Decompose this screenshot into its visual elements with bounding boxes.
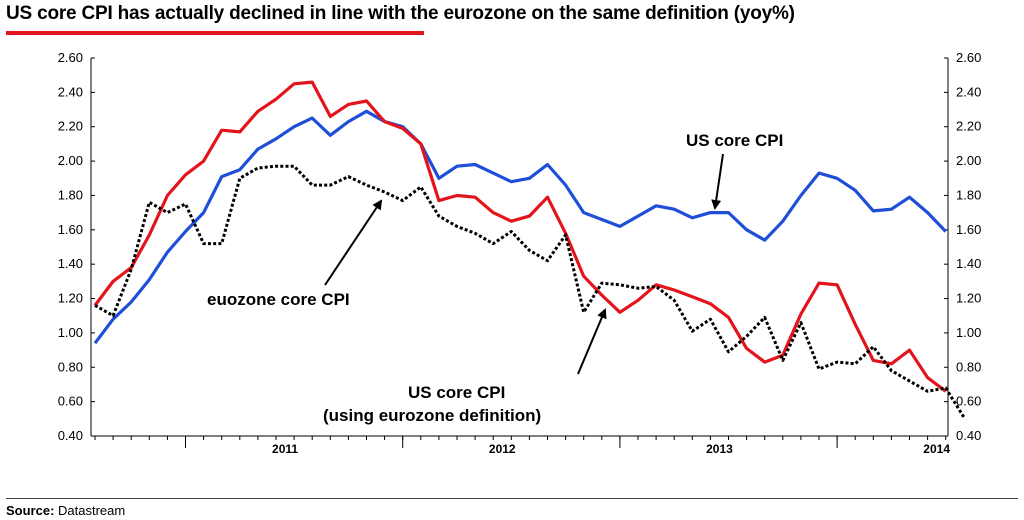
title-underline (6, 31, 424, 35)
x-year-label: 2014 (923, 442, 950, 456)
y-tick-label-left: 1.40 (58, 256, 83, 271)
source-label: Source: (6, 503, 55, 518)
y-tick-label-left: 0.80 (58, 359, 83, 374)
y-tick-label-left: 1.60 (58, 222, 83, 237)
annotations: US core CPI euozone core CPI US core CPI… (207, 131, 783, 425)
footer-rule (6, 498, 1018, 499)
y-tick-label-right: 1.60 (956, 222, 981, 237)
series-eurozone-core-cpi (94, 164, 966, 418)
y-tick-label-right: 0.40 (956, 428, 981, 443)
series-us-core-cpi-euro-def (93, 80, 947, 393)
y-tick-label-right: 1.40 (956, 256, 981, 271)
annotation-us-euro-def-line2: (using eurozone definition) (323, 406, 541, 425)
axis-ticks: 0.40 0.40 0.60 0.60 0.80 0.80 1.00 1.00 1.20 1.20… (58, 50, 982, 456)
series-us-core-cpi (93, 109, 947, 345)
annotation-eurozone: euozone core CPI (207, 290, 350, 309)
x-year-label: 2013 (706, 442, 733, 456)
y-tick-label-left: 2.40 (58, 84, 83, 99)
arrow-eurozone (324, 199, 383, 286)
series-layer (93, 80, 966, 418)
line-chart: 0.40 0.40 0.60 0.60 0.80 0.80 1.00 1.00 1.20 1.20… (58, 50, 982, 456)
arrow-us-euro-def (577, 308, 607, 375)
y-tick-label-right: 1.00 (956, 325, 981, 340)
y-tick-label-left: 1.20 (58, 291, 83, 306)
plot-frame (90, 58, 949, 437)
x-year-label: 2012 (489, 442, 516, 456)
y-tick-label-right: 2.40 (956, 84, 981, 99)
y-tick-label-left: 0.40 (58, 428, 83, 443)
y-tick-label-left: 0.60 (58, 394, 83, 409)
y-tick-label-right: 1.20 (956, 291, 981, 306)
y-tick-label-right: 2.00 (956, 153, 981, 168)
y-tick-label-left: 2.60 (58, 50, 83, 65)
y-tick-label-right: 0.80 (956, 359, 981, 374)
annotation-us-euro-def-line1: US core CPI (408, 383, 505, 402)
y-tick-label-right: 2.20 (956, 119, 981, 134)
y-tick-label-right: 2.60 (956, 50, 981, 65)
y-tick-label-left: 1.00 (58, 325, 83, 340)
chart-title: US core CPI has actually declined in lin… (6, 3, 795, 24)
y-tick-label-left: 2.20 (58, 119, 83, 134)
source-note: Source: Datastream (6, 503, 125, 518)
x-year-label: 2011 (272, 442, 298, 456)
y-tick-label-left: 1.80 (58, 187, 83, 202)
annotation-us-core: US core CPI (686, 131, 783, 150)
y-tick-label-right: 0.60 (956, 394, 981, 409)
arrow-us-core (711, 153, 724, 210)
source-value: Datastream (58, 503, 126, 518)
y-tick-label-left: 2.00 (58, 153, 83, 168)
y-tick-label-right: 1.80 (956, 187, 981, 202)
